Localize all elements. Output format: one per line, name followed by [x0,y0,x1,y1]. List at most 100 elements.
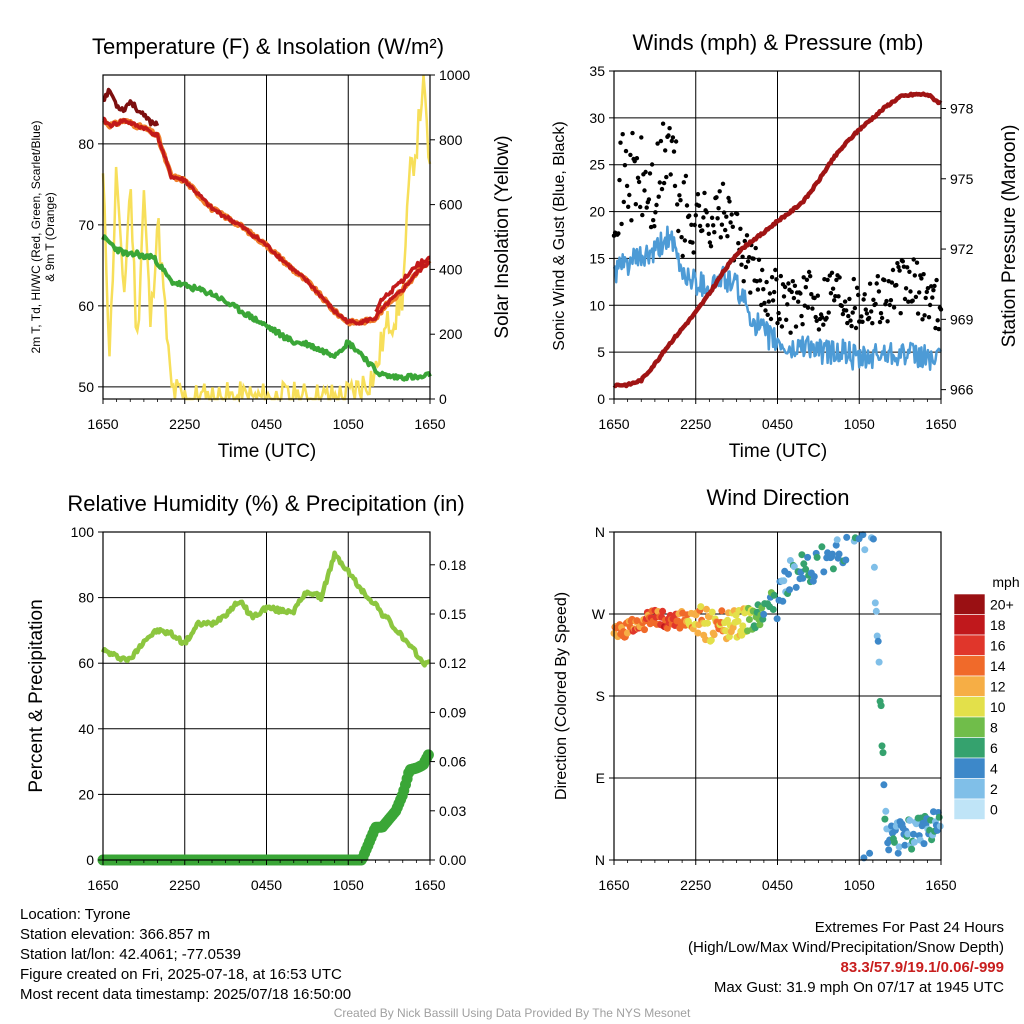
x-tick-label: 1650 [925,877,956,893]
direction-ylabel: Direction (Colored By Speed) [553,592,570,800]
y-tick-label-right: 0.03 [439,803,466,819]
gust-point [635,175,641,180]
gust-point [902,296,908,302]
y-tick-label: 35 [589,63,605,79]
gust-point [660,121,666,126]
gust-point [697,223,703,229]
x-tick-label: 1650 [598,877,629,893]
y-tick-label-right: 800 [439,132,463,148]
speed-colorbar: 20+ 18 16 14 12 10 8 6 4 2 0 [953,593,1014,820]
gust-point [671,149,677,154]
gust-point [638,204,643,210]
direction-point [722,627,730,635]
direction-ticks: 1650 2250 0450 1050 1650 N E S W N [592,524,957,893]
y-tick-label: 70 [78,217,94,233]
gust-point [856,292,861,298]
gust-point [894,282,899,288]
y-tick-label-right: 0.09 [439,704,466,720]
gust-point [828,291,834,296]
x-tick-label: 1650 [87,877,118,893]
gust-point [847,296,852,302]
gust-point [714,195,719,200]
gust-point [907,269,912,274]
gust-point [875,274,880,279]
temperature-ticks: 1650 2250 0450 1050 165050607080020040060080… [78,67,470,432]
gust-point [816,327,822,332]
extremes-title: Extremes For Past 24 Hours [814,919,1004,936]
y-tick-label: N [595,524,605,540]
gust-point [820,315,825,320]
gust-point [895,261,900,266]
gust-point [877,319,883,325]
direction-point [799,574,807,582]
y-tick-label: 20 [589,204,605,220]
gust-point [691,250,696,255]
station-location: Location: Tyrone [20,906,131,923]
direction-point [633,617,641,625]
gust-point [723,227,728,233]
gust-point [859,314,864,319]
colorbar-label: 6 [990,740,998,756]
gust-point [874,281,879,286]
y-tick-label-right: 978 [950,100,974,116]
y-tick-label: 25 [589,157,605,173]
direction-point [707,636,715,644]
x-tick-label: 2250 [680,416,711,432]
gust-point [774,277,779,282]
gust-point [806,269,812,275]
direction-point [870,563,878,571]
gust-point [696,203,702,208]
humidity-series [97,550,434,866]
gust-point [633,202,638,207]
winds-panel: Winds (mph) & Pressure (mb) 1650 2250 0450… [551,30,1020,462]
gust-point [808,274,813,279]
gust-point [700,228,705,233]
y-tick-label: 15 [589,250,605,266]
gust-point [833,294,838,299]
direction-point [756,621,764,629]
direction-point [694,629,702,637]
gust-point [657,180,662,185]
gust-point [812,295,817,301]
gust-point [673,139,679,144]
direction-point [813,553,821,561]
colorbar-swatch [953,757,986,779]
gust-point [779,324,785,329]
gust-point [848,318,853,323]
direction-point [872,607,880,615]
gust-point [745,259,751,264]
gust-point [809,292,814,297]
direction-point [800,560,808,568]
gust-point [900,259,905,264]
temperature-xlabel: Time (UTC) [218,441,317,462]
x-tick-label: 1050 [333,877,364,893]
recent-timestamp: Most recent data timestamp: 2025/07/18 1… [20,986,352,1003]
pressure-line [612,91,943,389]
humidity-grid [103,531,430,861]
direction-point [843,533,851,541]
gust-point [798,291,803,296]
gust-point [643,169,648,175]
gust-point [628,152,633,158]
direction-point [663,624,671,632]
colorbar-title: mph [992,574,1019,590]
humidity-ticks: 1650 2250 0450 1050 1650 0 20 40 60 80 100 0.00 0.03… [71,524,467,893]
direction-point [745,616,753,623]
gust-point [810,306,815,311]
dewpoint-line [101,234,432,382]
direction-point [724,616,731,624]
gust-point [682,238,688,243]
gust-point [762,300,767,306]
direction-point [871,599,879,607]
gust-point [668,172,673,177]
gust-point [730,224,735,229]
gust-point [743,264,749,270]
gust-point [910,298,915,303]
gust-point [897,268,902,273]
y-tick-label: S [596,688,605,704]
temperature-ylabel-line2: & 9m T (Orange) [43,192,57,282]
gust-point [719,222,725,227]
gust-point [741,279,746,284]
extremes-box: Extremes For Past 24 Hours (High/Low/Max… [688,918,1004,998]
gust-point [796,299,801,304]
